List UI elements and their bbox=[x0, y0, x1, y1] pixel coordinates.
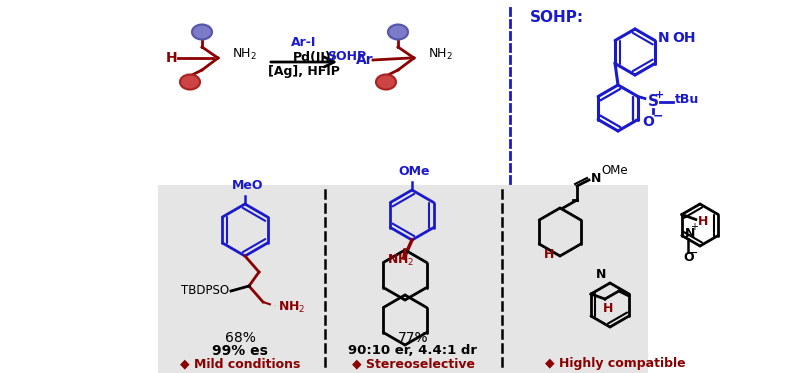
Text: 90:10 er, 4.4:1 dr: 90:10 er, 4.4:1 dr bbox=[349, 345, 478, 357]
Bar bbox=[158, 185, 648, 373]
Text: H: H bbox=[544, 248, 554, 261]
Text: H: H bbox=[602, 301, 613, 314]
Ellipse shape bbox=[192, 25, 212, 40]
Text: N: N bbox=[596, 269, 606, 282]
Text: 77%: 77% bbox=[398, 331, 428, 345]
Ellipse shape bbox=[376, 75, 396, 90]
Text: MeO: MeO bbox=[232, 179, 264, 192]
Text: NH$_2$: NH$_2$ bbox=[387, 253, 414, 268]
Text: +: + bbox=[655, 91, 665, 100]
Text: +: + bbox=[690, 223, 698, 232]
Text: N: N bbox=[591, 172, 602, 185]
Text: H: H bbox=[698, 215, 708, 228]
Text: O: O bbox=[684, 251, 694, 264]
Text: Pd(II)/: Pd(II)/ bbox=[293, 50, 336, 63]
Ellipse shape bbox=[180, 75, 200, 90]
Text: H: H bbox=[166, 51, 178, 65]
Text: N: N bbox=[685, 227, 695, 240]
Ellipse shape bbox=[388, 25, 408, 40]
Text: −: − bbox=[687, 247, 698, 260]
Text: −: − bbox=[653, 110, 663, 123]
Text: O: O bbox=[642, 116, 654, 129]
Text: NH$_2$: NH$_2$ bbox=[278, 300, 306, 314]
Text: ◆ Highly compatible: ◆ Highly compatible bbox=[545, 357, 686, 370]
Text: OMe: OMe bbox=[601, 163, 628, 176]
Text: OMe: OMe bbox=[398, 165, 430, 178]
Text: S: S bbox=[647, 94, 658, 109]
Text: TBDPSO: TBDPSO bbox=[181, 285, 229, 298]
Text: NH$_2$: NH$_2$ bbox=[428, 47, 453, 62]
Text: N: N bbox=[658, 31, 670, 46]
Text: OH: OH bbox=[672, 31, 695, 46]
Text: NH$_2$: NH$_2$ bbox=[232, 47, 257, 62]
Text: 99% es: 99% es bbox=[212, 344, 268, 358]
Text: SOHP:: SOHP: bbox=[530, 10, 584, 25]
Text: 68%: 68% bbox=[225, 331, 255, 345]
Text: ◆ Stereoselective: ◆ Stereoselective bbox=[351, 357, 474, 370]
Text: SOHP: SOHP bbox=[327, 50, 366, 63]
Text: ◆ Mild conditions: ◆ Mild conditions bbox=[180, 357, 300, 370]
Text: Ar-I: Ar-I bbox=[291, 35, 317, 48]
Text: Ar: Ar bbox=[356, 53, 374, 67]
Text: tBu: tBu bbox=[675, 93, 699, 106]
Text: [Ag], HFIP: [Ag], HFIP bbox=[268, 66, 340, 78]
